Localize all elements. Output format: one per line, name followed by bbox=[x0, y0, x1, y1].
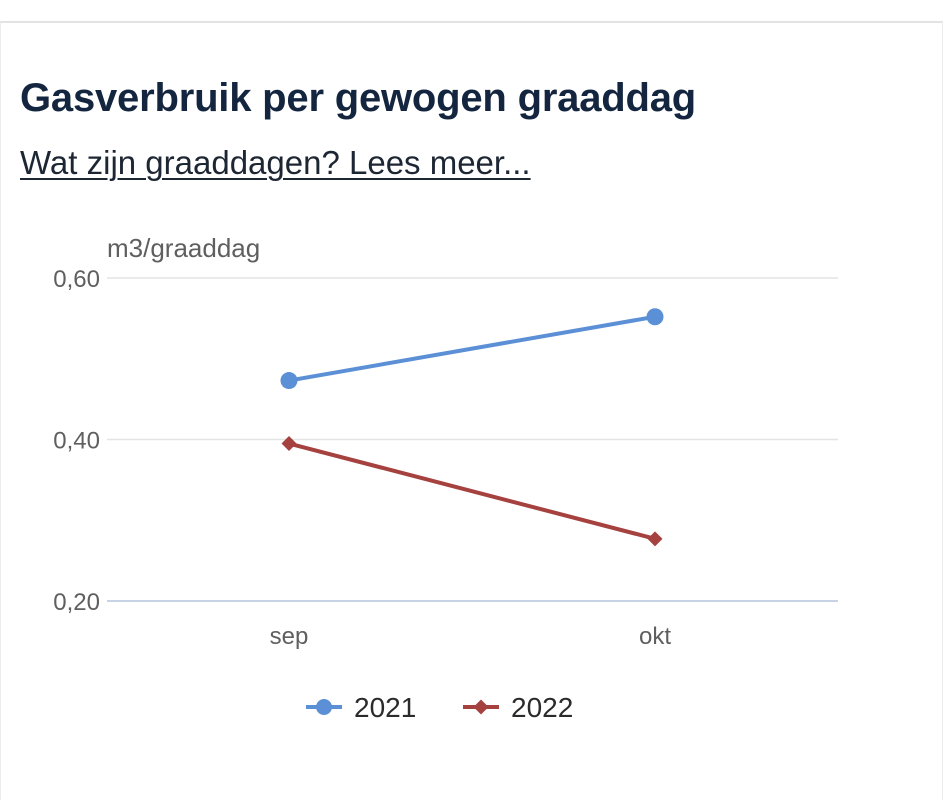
legend[interactable]: 2021 2022 bbox=[306, 692, 573, 723]
legend-item-2021[interactable]: 2021 bbox=[306, 692, 416, 723]
data-point-2022-sep[interactable] bbox=[281, 436, 297, 452]
grid-lines bbox=[107, 277, 838, 602]
y-tick-label: 0,20 bbox=[53, 589, 100, 616]
chart-card bbox=[0, 21, 943, 800]
x-tick-label: sep bbox=[270, 623, 309, 650]
legend-item-2022[interactable]: 2022 bbox=[463, 692, 573, 723]
y-tick-label: 0,40 bbox=[53, 428, 100, 455]
series-line-2022 bbox=[287, 441, 657, 541]
x-axis-ticks: sep okt bbox=[270, 623, 672, 650]
y-axis-label: m3/graaddag bbox=[107, 233, 260, 263]
series-lines bbox=[280, 308, 664, 547]
chart-title: Gasverbruik per gewogen graaddag bbox=[20, 76, 697, 120]
data-point-2021-okt[interactable] bbox=[646, 308, 664, 326]
data-point-2021-sep[interactable] bbox=[280, 372, 298, 390]
series-2022 bbox=[281, 436, 663, 547]
y-tick-label: 0,60 bbox=[53, 266, 100, 293]
legend-marker-diamond bbox=[473, 699, 489, 715]
x-tick-label: okt bbox=[639, 623, 671, 650]
legend-label: 2022 bbox=[511, 692, 573, 723]
degree-days-info-link[interactable]: Wat zijn graaddagen? Lees meer... bbox=[20, 144, 531, 181]
legend-marker-circle bbox=[316, 699, 332, 715]
series-line-2021 bbox=[287, 314, 657, 383]
series-2021 bbox=[280, 308, 664, 390]
y-axis-ticks: 0,20 0,40 0,60 bbox=[53, 266, 100, 616]
data-point-2022-okt[interactable] bbox=[647, 531, 663, 547]
legend-label: 2021 bbox=[354, 692, 416, 723]
